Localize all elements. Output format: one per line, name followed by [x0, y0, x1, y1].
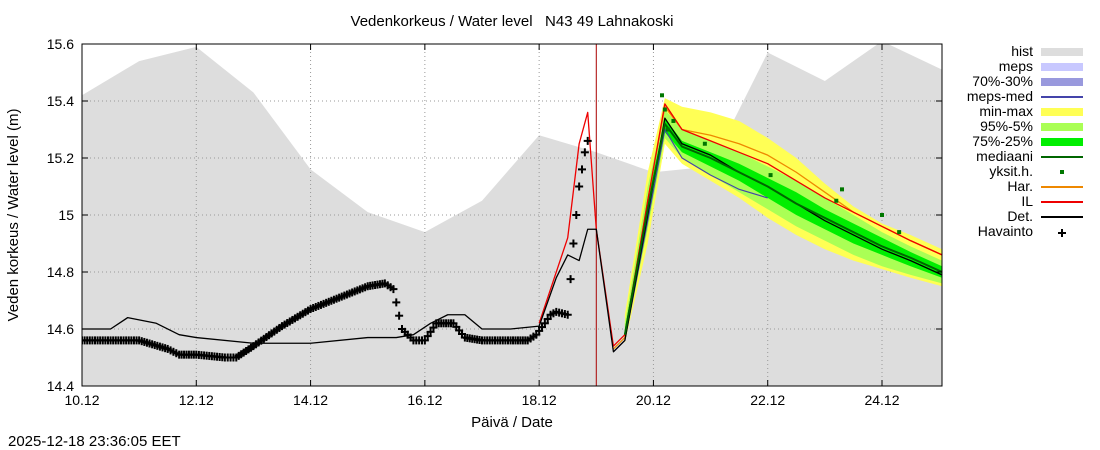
legend-label: yksit.h. [989, 163, 1033, 179]
member-point [840, 187, 844, 192]
legend-item-median: mediaani [976, 148, 1083, 164]
observation-point [423, 332, 432, 341]
observation-point [395, 311, 404, 320]
legend-item-p95_5: 95%-5% [980, 118, 1083, 134]
chart-title: Vedenkorkeus / Water level N43 49 Lahnak… [351, 13, 674, 30]
observation-point [420, 336, 429, 345]
x-tick-label: 20.12 [636, 392, 671, 408]
member-point [665, 127, 670, 132]
member-point [671, 118, 676, 123]
member-point [897, 230, 902, 235]
y-axis-label: Veden korkeus / Water level (m) [5, 109, 22, 322]
legend-swatch [1041, 63, 1083, 71]
observation-point [580, 148, 589, 157]
line-il [538, 103, 942, 347]
legend-label: Havainto [978, 223, 1033, 239]
y-tick-label: 14.8 [47, 264, 74, 280]
y-tick-label: 14.6 [47, 321, 74, 337]
legend-item-har: Har. [1007, 178, 1083, 194]
observation-point [392, 298, 401, 307]
legend-item-det: Det. [1007, 208, 1083, 224]
legend-item-meps: meps [999, 58, 1083, 74]
observation-point [540, 319, 549, 328]
legend-item-p75_25: 75%-25% [972, 133, 1083, 149]
legend-item-minmax: min-max [979, 103, 1083, 119]
observation-point [563, 310, 572, 319]
legend-swatch [1041, 123, 1083, 131]
legend-item-p70_30: 70%-30% [972, 73, 1083, 89]
legend-item-members: yksit.h. [989, 163, 1064, 179]
legend-item-il: IL [1021, 193, 1083, 209]
legend-item-meps_med: meps-med [967, 88, 1083, 104]
legend: histmeps70%-30%meps-medmin-max95%-5%75%-… [967, 43, 1083, 239]
member-point [702, 141, 707, 146]
legend-swatch [1041, 138, 1083, 146]
member-point [834, 198, 839, 203]
legend-label: 95%-5% [980, 118, 1033, 134]
member-point [880, 213, 884, 217]
legend-label: IL [1021, 193, 1033, 209]
y-tick-label: 15 [58, 207, 74, 223]
legend-label: 75%-25% [972, 133, 1033, 149]
legend-swatch [1060, 170, 1064, 174]
observation-point [389, 285, 398, 294]
member-point [768, 173, 773, 178]
legend-swatch [1041, 48, 1083, 56]
x-tick-label: 12.12 [179, 392, 214, 408]
y-tick-label: 15.6 [47, 36, 74, 52]
legend-label: min-max [979, 103, 1033, 119]
observation-point [426, 327, 435, 336]
observation-point [429, 323, 438, 332]
observation-point [572, 211, 581, 219]
member-point [660, 93, 664, 98]
x-tick-label: 16.12 [407, 392, 442, 408]
observation-point [578, 165, 586, 174]
legend-label: Har. [1007, 178, 1033, 194]
observation-point [575, 182, 584, 191]
x-axis-label: Päivä / Date [471, 414, 553, 431]
legend-label: meps [999, 58, 1033, 74]
hist-area [82, 44, 942, 386]
observation-point [583, 136, 592, 145]
legend-label: Det. [1007, 208, 1033, 224]
legend-swatch [1041, 78, 1083, 86]
footer-timestamp: 2025-12-18 23:36:05 EET [8, 433, 181, 450]
y-tick-label: 15.2 [47, 150, 74, 166]
y-tick-label: 14.4 [47, 378, 74, 394]
member-point [662, 107, 667, 112]
x-tick-label: 24.12 [864, 392, 899, 408]
y-tick-label: 15.4 [47, 93, 74, 109]
x-tick-label: 18.12 [522, 392, 557, 408]
legend-label: hist [1011, 43, 1033, 59]
x-tick-label: 10.12 [64, 392, 99, 408]
legend-label: 70%-30% [972, 73, 1033, 89]
legend-item-hist: hist [1011, 43, 1083, 59]
x-tick-label: 22.12 [750, 392, 785, 408]
observation-point [543, 315, 552, 324]
legend-item-obs: Havainto [978, 223, 1066, 239]
line-mediaani [623, 122, 942, 335]
legend-label: mediaani [976, 148, 1033, 164]
legend-swatch [1041, 108, 1083, 116]
observation-point [566, 275, 575, 284]
legend-label: meps-med [967, 88, 1033, 104]
legend-swatch [1058, 229, 1066, 237]
x-tick-label: 14.12 [293, 392, 328, 408]
observation-point [569, 239, 578, 248]
band-95-5 [624, 109, 942, 341]
